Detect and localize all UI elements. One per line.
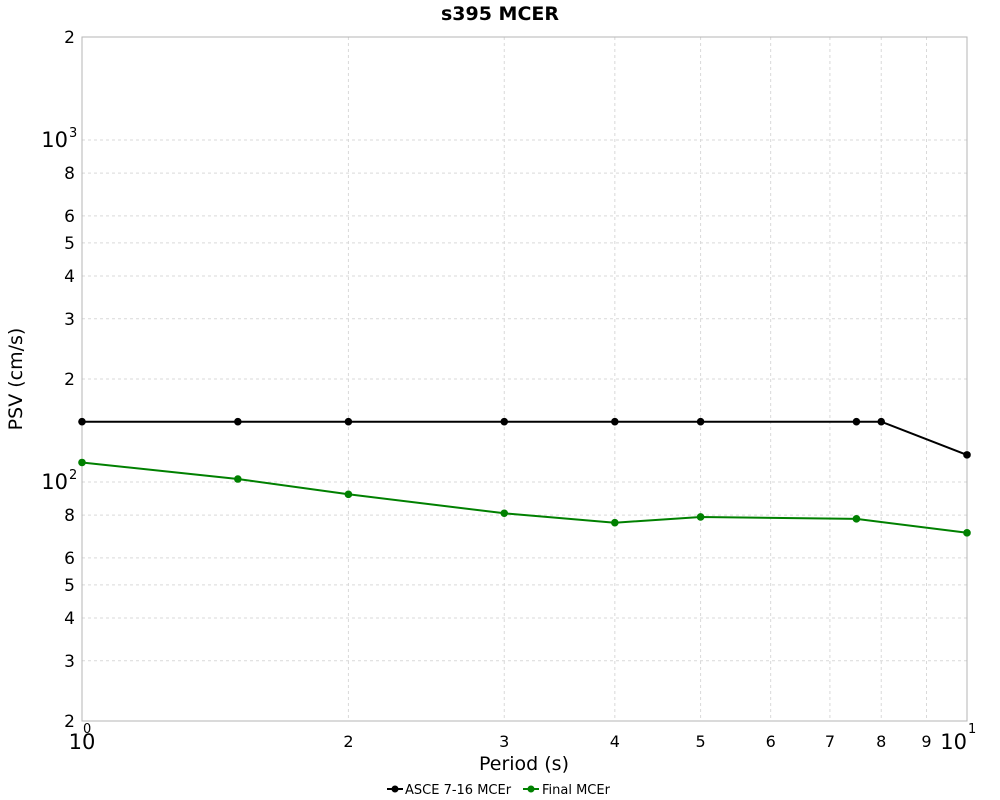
- legend-label-final: Final MCEr: [542, 783, 611, 798]
- data-point-asce: [696, 417, 705, 426]
- data-point-final: [852, 515, 861, 523]
- data-point-asce: [344, 417, 353, 426]
- data-point-asce: [852, 417, 861, 426]
- y-tick-label: 8: [64, 506, 75, 526]
- x-tick-label: 5: [695, 732, 705, 751]
- y-tick-label: 3: [64, 652, 75, 672]
- series-layer: [78, 417, 971, 537]
- data-point-final: [234, 475, 242, 483]
- data-point-asce: [500, 417, 509, 426]
- y-axis-label: PSV (cm/s): [5, 328, 27, 431]
- y-tick-label: 5: [64, 576, 75, 596]
- grid-lines: [82, 37, 967, 721]
- y-tick-label: 2: [64, 370, 75, 390]
- legend-marker-asce: [391, 785, 399, 793]
- data-point-final: [500, 509, 509, 518]
- data-point-asce: [611, 417, 619, 426]
- y-tick-label: 10: [41, 470, 68, 494]
- x-tick-label: 9: [921, 732, 931, 751]
- x-tick-exponent: 1: [968, 722, 976, 737]
- x-axis-label: Period (s): [479, 753, 569, 775]
- legend: ASCE 7-16 MCEr Final MCEr: [387, 783, 611, 798]
- data-point-asce: [877, 417, 886, 426]
- x-tick-label: 10: [940, 730, 967, 754]
- x-tick-label: 6: [766, 732, 776, 751]
- y-tick-label: 3: [64, 310, 75, 330]
- y-tick-label: 6: [64, 549, 75, 569]
- data-point-final: [611, 518, 619, 527]
- x-tick-label: 8: [876, 732, 886, 751]
- data-point-final: [963, 529, 971, 537]
- x-tick-label: 10: [69, 730, 96, 754]
- y-tick-label: 6: [64, 207, 75, 227]
- y-tick-exponent: 2: [69, 468, 77, 483]
- x-tick-label: 7: [825, 732, 835, 751]
- plot-frame: [81, 36, 968, 722]
- x-tick-label: 4: [610, 732, 620, 751]
- data-point-asce: [78, 417, 86, 426]
- y-tick-label: 10: [41, 128, 68, 152]
- y-tick-label: 8: [64, 164, 75, 184]
- x-tick-label: 2: [343, 732, 353, 751]
- series-line-asce: [82, 420, 968, 456]
- data-point-final: [78, 458, 86, 467]
- data-point-asce: [234, 417, 242, 426]
- y-tick-label: 5: [64, 234, 75, 254]
- series-line-final: [81, 461, 968, 534]
- y-tick-label: 2: [64, 28, 75, 48]
- chart-title: s395 MCER: [441, 3, 559, 25]
- legend-marker-final: [527, 785, 535, 793]
- x-tick-exponent: 0: [83, 722, 91, 737]
- y-tick-label: 4: [64, 609, 75, 629]
- data-point-final: [344, 490, 353, 499]
- x-tick-label: 3: [499, 732, 509, 751]
- y-tick-exponent: 3: [69, 126, 77, 141]
- data-point-asce: [963, 451, 971, 459]
- legend-label-asce: ASCE 7-16 MCEr: [405, 783, 512, 798]
- y-tick-label: 4: [64, 267, 75, 287]
- data-point-final: [696, 513, 705, 521]
- y-tick-label: 2: [64, 712, 75, 732]
